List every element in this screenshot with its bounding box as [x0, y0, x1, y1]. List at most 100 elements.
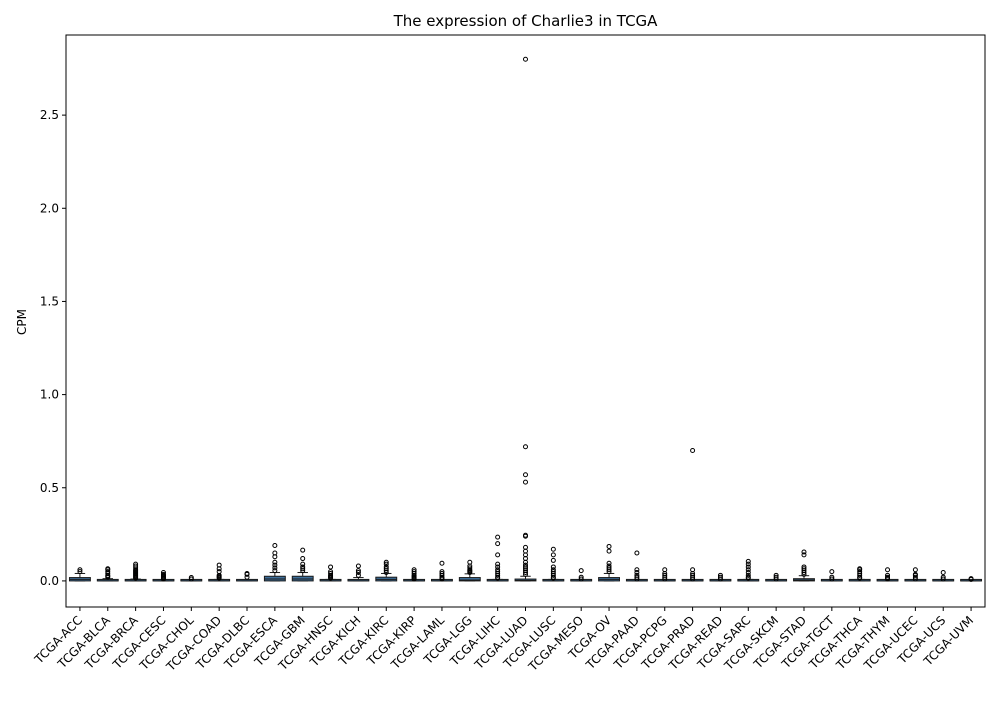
- outlier-point: [606, 560, 612, 566]
- outlier-point: [745, 567, 751, 573]
- outlier-point: [578, 574, 584, 580]
- outlier-point: [272, 565, 278, 571]
- outlier-point: [745, 561, 751, 567]
- outlier-point: [133, 561, 139, 567]
- outlier-point: [550, 569, 556, 575]
- outlier-point: [550, 564, 556, 570]
- outlier-point: [495, 561, 501, 567]
- outlier-point: [606, 563, 612, 569]
- outlier-point: [578, 576, 584, 582]
- outlier-point: [885, 572, 891, 578]
- chart-title: The expression of Charlie3 in TCGA: [393, 12, 659, 30]
- y-tick-label: 0.0: [40, 574, 59, 588]
- outlier-point: [105, 566, 111, 572]
- outlier-point: [690, 447, 696, 453]
- outlier-point: [495, 567, 501, 573]
- outlier-point: [550, 557, 556, 563]
- outlier-point: [188, 575, 194, 581]
- outlier-point: [467, 559, 473, 565]
- outlier-point: [523, 532, 528, 538]
- outlier-point: [523, 479, 528, 485]
- outlier-point: [300, 566, 306, 572]
- outlier-point: [801, 566, 807, 572]
- outlier-point: [495, 552, 501, 558]
- outlier-point: [634, 574, 640, 580]
- outlier-point: [523, 562, 528, 568]
- outlier-point: [383, 564, 389, 570]
- outlier-point: [383, 561, 389, 567]
- outlier-point: [717, 574, 723, 580]
- outlier-point: [940, 570, 946, 576]
- y-tick-label: 1.0: [40, 388, 59, 402]
- outlier-point: [355, 568, 361, 574]
- outlier-point: [745, 574, 751, 580]
- outlier-point: [634, 567, 640, 573]
- outlier-point: [439, 570, 445, 576]
- outlier-point: [606, 565, 612, 571]
- axes-frame: [65, 34, 986, 608]
- outlier-point: [801, 564, 807, 570]
- outlier-point: [578, 568, 584, 574]
- outlier-point: [968, 576, 974, 582]
- outlier-point: [940, 574, 946, 580]
- outlier-point: [355, 563, 361, 569]
- outlier-point: [411, 567, 417, 573]
- outlier-point: [439, 560, 445, 566]
- outlier-point: [912, 567, 918, 573]
- outlier-point: [383, 566, 389, 572]
- outlier-point: [523, 56, 528, 62]
- outlier-point: [105, 569, 111, 575]
- outlier-point: [300, 561, 306, 567]
- box-body: [458, 577, 481, 582]
- outlier-point: [216, 569, 222, 575]
- y-tick-label: 1.5: [40, 294, 59, 308]
- outlier-point: [272, 550, 278, 556]
- outlier-point: [523, 564, 528, 570]
- outlier-point: [77, 567, 83, 573]
- outlier-point: [160, 571, 166, 577]
- outlier-point: [745, 572, 751, 578]
- outlier-point: [272, 568, 278, 574]
- outlier-point: [523, 472, 528, 478]
- outlier-point: [662, 572, 668, 578]
- outlier-point: [773, 574, 779, 580]
- outlier-point: [383, 559, 389, 565]
- outlier-point: [355, 570, 361, 576]
- outlier-point: [801, 552, 807, 558]
- outlier-point: [523, 544, 528, 550]
- outlier-point: [773, 572, 779, 578]
- outlier-point: [550, 552, 556, 558]
- outlier-point: [467, 565, 473, 571]
- outlier-point: [328, 564, 334, 570]
- outlier-point: [606, 543, 612, 549]
- outlier-point: [439, 569, 445, 575]
- outlier-point: [690, 572, 696, 578]
- y-tick-label: 0.5: [40, 481, 59, 495]
- outlier-point: [717, 572, 723, 578]
- outlier-point: [411, 569, 417, 575]
- outlier-point: [523, 444, 528, 450]
- outlier-point: [244, 570, 250, 576]
- outlier-point: [355, 572, 361, 578]
- outlier-point: [160, 570, 166, 576]
- outlier-point: [216, 562, 222, 568]
- outlier-point: [857, 566, 863, 572]
- y-tick-label: 2.0: [40, 201, 59, 215]
- outlier-point: [495, 569, 501, 575]
- outlier-point: [300, 556, 306, 562]
- outlier-point: [857, 569, 863, 575]
- outlier-point: [634, 570, 640, 576]
- outlier-point: [634, 550, 640, 556]
- outlier-point: [912, 571, 918, 577]
- outlier-point: [885, 567, 891, 573]
- outlier-point: [634, 572, 640, 578]
- outlier-point: [829, 574, 835, 580]
- outlier-point: [272, 562, 278, 568]
- outlier-point: [77, 569, 83, 575]
- outlier-point: [495, 564, 501, 570]
- outlier-point: [801, 549, 807, 555]
- outlier-point: [272, 559, 278, 565]
- outlier-point: [133, 563, 139, 569]
